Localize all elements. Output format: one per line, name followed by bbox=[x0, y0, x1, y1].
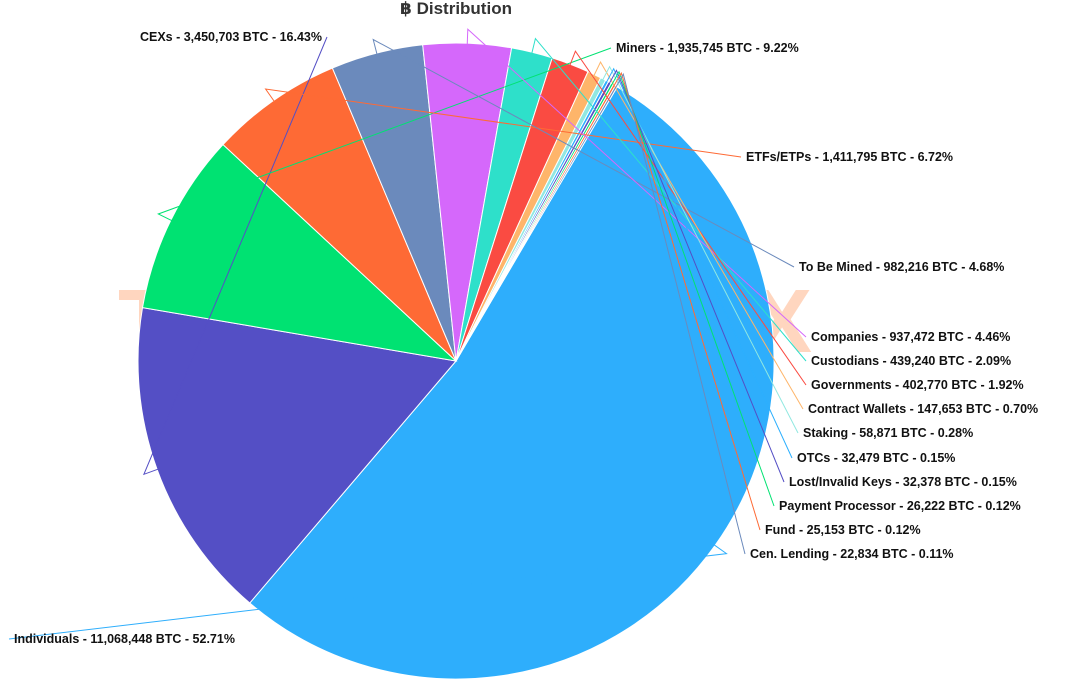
connector-line bbox=[610, 70, 775, 507]
data-label: Miners - 1,935,745 BTC - 9.22% bbox=[616, 41, 799, 55]
connector-line bbox=[569, 50, 807, 386]
pie-labels: Individuals - 11,068,448 BTC - 52.71% CEX… bbox=[8, 28, 1038, 646]
connector-line bbox=[157, 47, 612, 222]
connector-line bbox=[605, 67, 793, 459]
data-label: Individuals - 11,068,448 BTC - 52.71% bbox=[14, 632, 235, 646]
connector-line bbox=[8, 543, 728, 640]
data-label: Fund - 25,153 BTC - 0.12% bbox=[765, 523, 921, 537]
data-label: Custodians - 439,240 BTC - 2.09% bbox=[811, 354, 1011, 368]
connector-line bbox=[142, 36, 328, 476]
connector-line bbox=[264, 88, 742, 158]
connector-line bbox=[531, 37, 807, 362]
data-label: Contract Wallets - 147,653 BTC - 0.70% bbox=[808, 402, 1038, 416]
connector-line bbox=[612, 71, 761, 531]
data-label: Lost/Invalid Keys - 32,378 BTC - 0.15% bbox=[789, 475, 1017, 489]
data-label: Cen. Lending - 22,834 BTC - 0.11% bbox=[750, 547, 954, 561]
chart-title: ฿ Distribution bbox=[400, 0, 512, 18]
connector-line bbox=[466, 28, 807, 338]
connector-line bbox=[614, 72, 746, 555]
connector-line bbox=[601, 65, 799, 434]
data-label: CEXs - 3,450,703 BTC - 16.43% bbox=[140, 30, 322, 44]
connector-line bbox=[372, 38, 795, 268]
data-label: OTCs - 32,479 BTC - 0.15% bbox=[797, 451, 955, 465]
connector-line bbox=[608, 69, 785, 483]
data-label: Governments - 402,770 BTC - 1.92% bbox=[811, 378, 1024, 392]
pie-slices bbox=[137, 42, 775, 680]
data-label: ETFs/ETPs - 1,411,795 BTC - 6.72% bbox=[746, 150, 953, 164]
data-label: Payment Processor - 26,222 BTC - 0.12% bbox=[779, 499, 1021, 513]
data-label: To Be Mined - 982,216 BTC - 4.68% bbox=[799, 260, 1004, 274]
connector-line bbox=[593, 61, 804, 410]
data-label: Staking - 58,871 BTC - 0.28% bbox=[803, 426, 973, 440]
data-label: Companies - 937,472 BTC - 4.46% bbox=[811, 330, 1010, 344]
